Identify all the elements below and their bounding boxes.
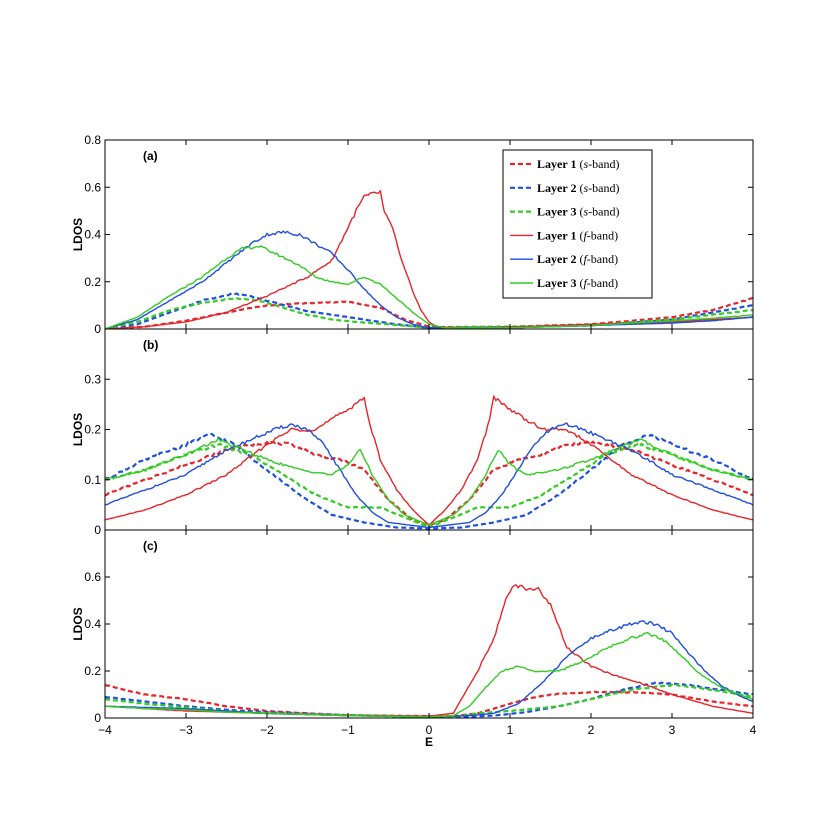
x-tick-label: −4: [98, 723, 112, 737]
legend-entry-2: Layer 3 (s-band): [537, 205, 619, 219]
legend-paren-open: (: [576, 252, 583, 266]
legend-paren-close: ): [614, 276, 618, 290]
legend-paren-open: (: [576, 205, 583, 219]
legend-band-prefix: f: [583, 276, 588, 290]
legend-paren-close: ): [615, 181, 619, 195]
legend-layer-label: Layer 2: [537, 181, 576, 195]
legend-band-prefix: f: [583, 252, 588, 266]
legend-band-suffix: -band: [587, 228, 614, 242]
legend-paren-close: ): [614, 252, 618, 266]
y-tick-label-1: 0: [94, 523, 101, 537]
x-tick-label: 2: [588, 723, 595, 737]
y-tick-label-1: 0.3: [84, 372, 101, 386]
y-tick-label-0: 0.8: [84, 133, 101, 147]
x-tick-label: 1: [507, 723, 514, 737]
legend-entry-0: Layer 1 (s-band): [537, 157, 619, 171]
legend-band-suffix: -band: [587, 252, 614, 266]
legend: Layer 1 (s-band)Layer 2 (s-band)Layer 3 …: [502, 149, 653, 299]
legend-band-prefix: s: [583, 157, 588, 171]
legend-paren-close: ): [615, 157, 619, 171]
x-axis-label: E: [425, 735, 433, 749]
y-tick-label-0: 0: [94, 322, 101, 336]
series-line-layer-1-s-band--p1: [105, 440, 753, 526]
panel-tag-2: (c): [143, 539, 158, 553]
legend-band-suffix: -band: [588, 157, 615, 171]
legend-paren-open: (: [576, 276, 583, 290]
legend-band-suffix: -band: [588, 181, 615, 195]
legend-paren-open: (: [576, 228, 583, 242]
legend-band-prefix: s: [583, 181, 588, 195]
y-tick-label-1: 0.1: [84, 473, 101, 487]
y-tick-label-2: 0.4: [84, 617, 101, 631]
legend-band-suffix: -band: [588, 205, 615, 219]
panel-2: 0 0.2 0.4 0.6 −4 −3 −2 −1 0 1 2 3 4 LDOS E (c): [71, 529, 757, 749]
x-tick-label: −2: [260, 723, 274, 737]
x-tick-label: 4: [750, 723, 757, 737]
y-axis-label-0: LDOS: [71, 218, 85, 251]
legend-layer-label: Layer 1: [537, 157, 576, 171]
legend-paren-close: ): [615, 205, 619, 219]
legend-layer-label: Layer 1: [537, 228, 576, 242]
y-tick-label-0: 0.6: [84, 180, 101, 194]
y-tick-label-0: 0.2: [84, 275, 101, 289]
series-line-layer-1-s-band--p2: [105, 684, 753, 718]
y-tick-label-0: 0.4: [84, 228, 101, 242]
panel-1: 0 0.1 0.2 0.3 LDOS (b): [71, 328, 754, 537]
legend-paren-open: (: [576, 181, 583, 195]
legend-entry-3: Layer 1 (f-band): [537, 228, 618, 242]
x-tick-label: 3: [669, 723, 676, 737]
legend-paren-close: ): [614, 228, 618, 242]
legend-layer-label: Layer 2: [537, 252, 576, 266]
legend-band-prefix: f: [583, 228, 588, 242]
y-axis-label-1: LDOS: [71, 413, 85, 446]
legend-layer-label: Layer 3: [537, 276, 576, 290]
legend-box: [502, 149, 653, 299]
legend-entry-4: Layer 2 (f-band): [537, 252, 618, 266]
legend-layer-label: Layer 3: [537, 205, 576, 219]
y-tick-label-2: 0.6: [84, 570, 101, 584]
series-line-layer-3-s-band--p0: [105, 296, 753, 329]
panel-tag-1: (b): [143, 338, 158, 352]
legend-band-prefix: s: [583, 205, 588, 219]
panel-tag-0: (a): [143, 149, 158, 163]
y-tick-label-1: 0.2: [84, 423, 101, 437]
legend-band-suffix: -band: [587, 276, 614, 290]
y-axis-label-2: LDOS: [71, 607, 85, 640]
y-tick-label-2: 0.2: [84, 664, 101, 678]
y-tick-label-2: 0: [94, 711, 101, 725]
x-tick-label: −1: [341, 723, 355, 737]
x-tick-label: 0: [426, 723, 433, 737]
legend-paren-open: (: [576, 157, 583, 171]
x-tick-label: −3: [179, 723, 193, 737]
legend-entry-1: Layer 2 (s-band): [537, 181, 619, 195]
legend-entry-5: Layer 3 (f-band): [537, 276, 618, 290]
series-line-layer-2-s-band--p0: [105, 292, 753, 329]
